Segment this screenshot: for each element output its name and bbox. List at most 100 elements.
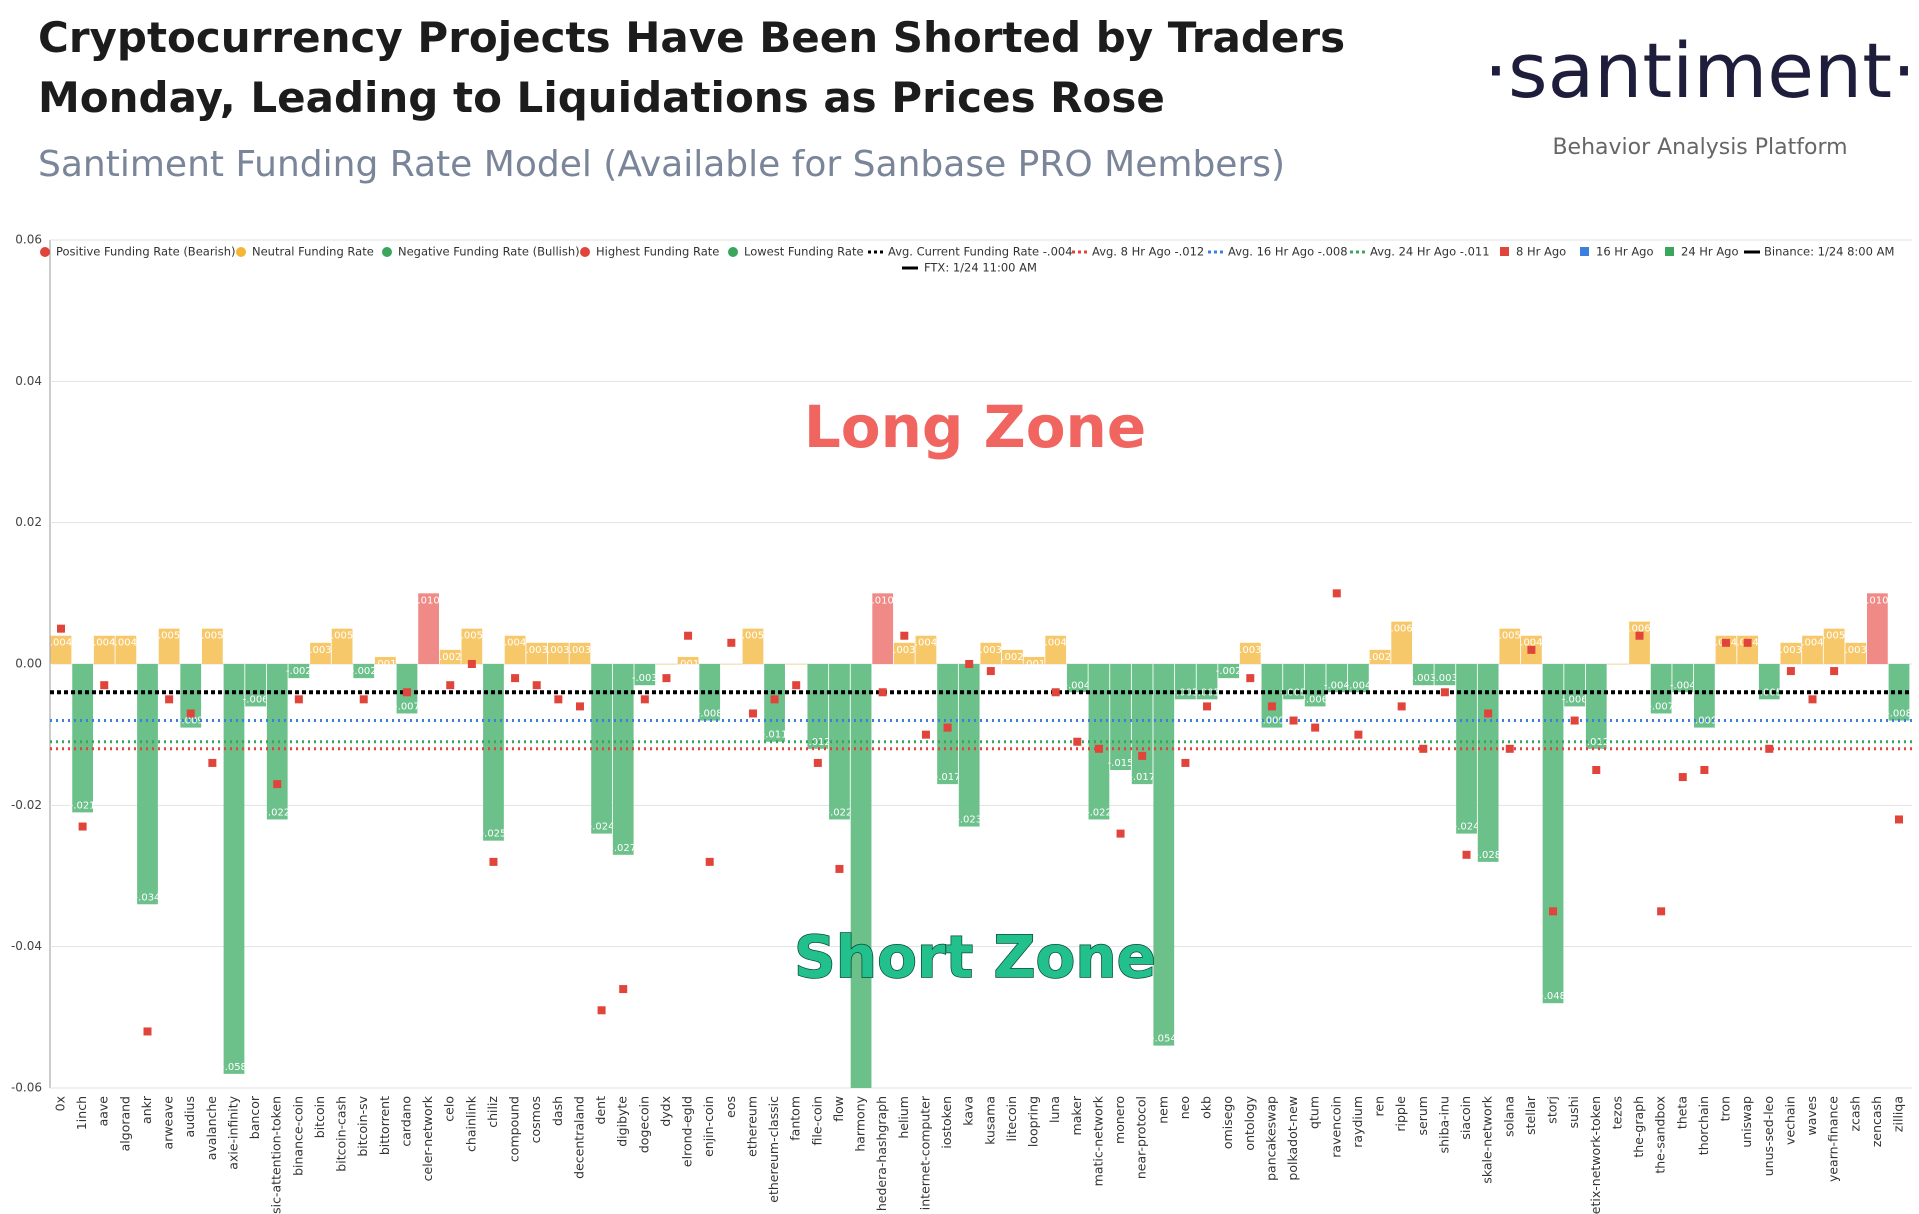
bar: [483, 664, 504, 841]
x-tick-label: arweave: [161, 1096, 176, 1150]
x-tick-label: elrond-egld: [680, 1096, 695, 1167]
marker: [1419, 744, 1428, 753]
marker: [619, 985, 628, 994]
marker: [208, 758, 217, 767]
marker: [165, 695, 174, 704]
x-tick-label: eos: [723, 1096, 738, 1118]
value-label: .003: [526, 645, 548, 656]
value-label: .004: [915, 638, 937, 649]
marker: [662, 674, 671, 683]
value-label: -.004: [1324, 680, 1350, 691]
x-tick-label: flow: [831, 1096, 846, 1122]
marker: [1808, 695, 1817, 704]
x-tick-label: hedera-hashgraph: [874, 1096, 889, 1211]
bar: [245, 664, 266, 707]
value-label: .000: [785, 666, 807, 677]
value-label: -.007: [394, 701, 420, 712]
value-label: -.058: [221, 1062, 247, 1073]
x-tick-label: qtum: [1307, 1096, 1322, 1129]
bar: [266, 664, 288, 820]
bar: [137, 664, 158, 905]
value-label: .000: [720, 666, 742, 677]
value-label: .004: [50, 638, 72, 649]
x-tick-label: algorand: [117, 1096, 132, 1151]
marker: [921, 730, 930, 739]
bar: [612, 664, 634, 855]
value-label: .003: [309, 645, 331, 656]
marker: [792, 681, 801, 690]
marker: [1700, 766, 1709, 774]
marker: [727, 638, 736, 647]
legend-label: 8 Hr Ago: [1516, 245, 1566, 259]
bar: [1477, 664, 1499, 862]
value-label: -.006: [243, 694, 269, 705]
marker: [57, 624, 65, 633]
marker: [1246, 674, 1255, 683]
bar: [785, 664, 807, 665]
x-tick-label: near-protocol: [1134, 1096, 1149, 1179]
x-tick-label: ankr: [139, 1095, 154, 1124]
bar: [504, 635, 526, 664]
x-tick-label: the-sandbox: [1653, 1096, 1668, 1174]
marker: [1440, 688, 1449, 697]
marker: [943, 723, 952, 732]
marker: [359, 695, 368, 704]
bar: [1412, 664, 1434, 686]
value-label: -.024: [1454, 822, 1480, 833]
x-tick-label: ripple: [1393, 1096, 1408, 1132]
bar: [1802, 635, 1823, 664]
bar: [980, 642, 1002, 664]
marker: [1203, 702, 1212, 711]
zone-label: Short Zone: [794, 923, 1156, 991]
value-label: -.003: [632, 673, 658, 684]
bar: [1434, 664, 1456, 686]
title-line2: Monday, Leading to Liquidations as Price…: [38, 73, 1165, 122]
marker: [1549, 907, 1558, 916]
bar: [180, 664, 202, 728]
marker: [965, 660, 974, 668]
value-label: .003: [569, 645, 591, 656]
legend-label: Lowest Funding Rate: [744, 245, 864, 259]
x-tick-label: binance-coin: [290, 1096, 305, 1176]
x-tick-label: chainlink: [463, 1095, 478, 1152]
value-label: .005: [1499, 631, 1521, 642]
x-tick-label: ontology: [1242, 1095, 1257, 1150]
marker: [100, 681, 109, 690]
marker: [273, 780, 282, 789]
marker: [835, 864, 844, 873]
legend-label: Avg. 24 Hr Ago -.011: [1370, 245, 1490, 259]
x-tick-label: stellar: [1523, 1095, 1538, 1135]
value-label: .004: [1045, 638, 1067, 649]
marker: [597, 1006, 606, 1015]
x-tick-label: helium: [896, 1096, 911, 1139]
bar: [1066, 664, 1088, 693]
x-tick-label: audius: [182, 1096, 197, 1137]
bar: [634, 664, 656, 686]
legend-label: Neutral Funding Rate: [252, 245, 374, 259]
x-tick-label: serum: [1415, 1096, 1430, 1135]
value-label: .005: [461, 631, 483, 642]
value-label: -.011: [762, 730, 788, 741]
marker: [1657, 907, 1666, 916]
x-tick-label: decentraland: [571, 1096, 586, 1179]
legend-swatch: [40, 247, 50, 257]
tagline: Behavior Analysis Platform: [1552, 135, 1847, 160]
bar: [1845, 642, 1867, 664]
bar: [1780, 642, 1802, 664]
legend-label: Avg. 16 Hr Ago -.008: [1228, 245, 1348, 259]
marker: [1743, 638, 1752, 647]
x-tick-label: ravencoin: [1328, 1096, 1343, 1158]
value-label: -.048: [1540, 991, 1566, 1002]
x-tick-label: file-coin: [809, 1096, 824, 1145]
x-tick-label: iostoken: [939, 1096, 954, 1149]
marker: [770, 695, 779, 704]
bar: [1239, 642, 1261, 664]
bar: [1499, 628, 1521, 664]
x-tick-label: ethereum: [744, 1096, 759, 1157]
value-label: -.008: [697, 709, 723, 720]
x-tick-label: theta: [1674, 1096, 1689, 1129]
value-label: -.027: [610, 843, 636, 854]
x-tick-label: 1inch: [74, 1096, 89, 1130]
legend-swatch: [580, 247, 590, 257]
marker: [640, 695, 649, 704]
